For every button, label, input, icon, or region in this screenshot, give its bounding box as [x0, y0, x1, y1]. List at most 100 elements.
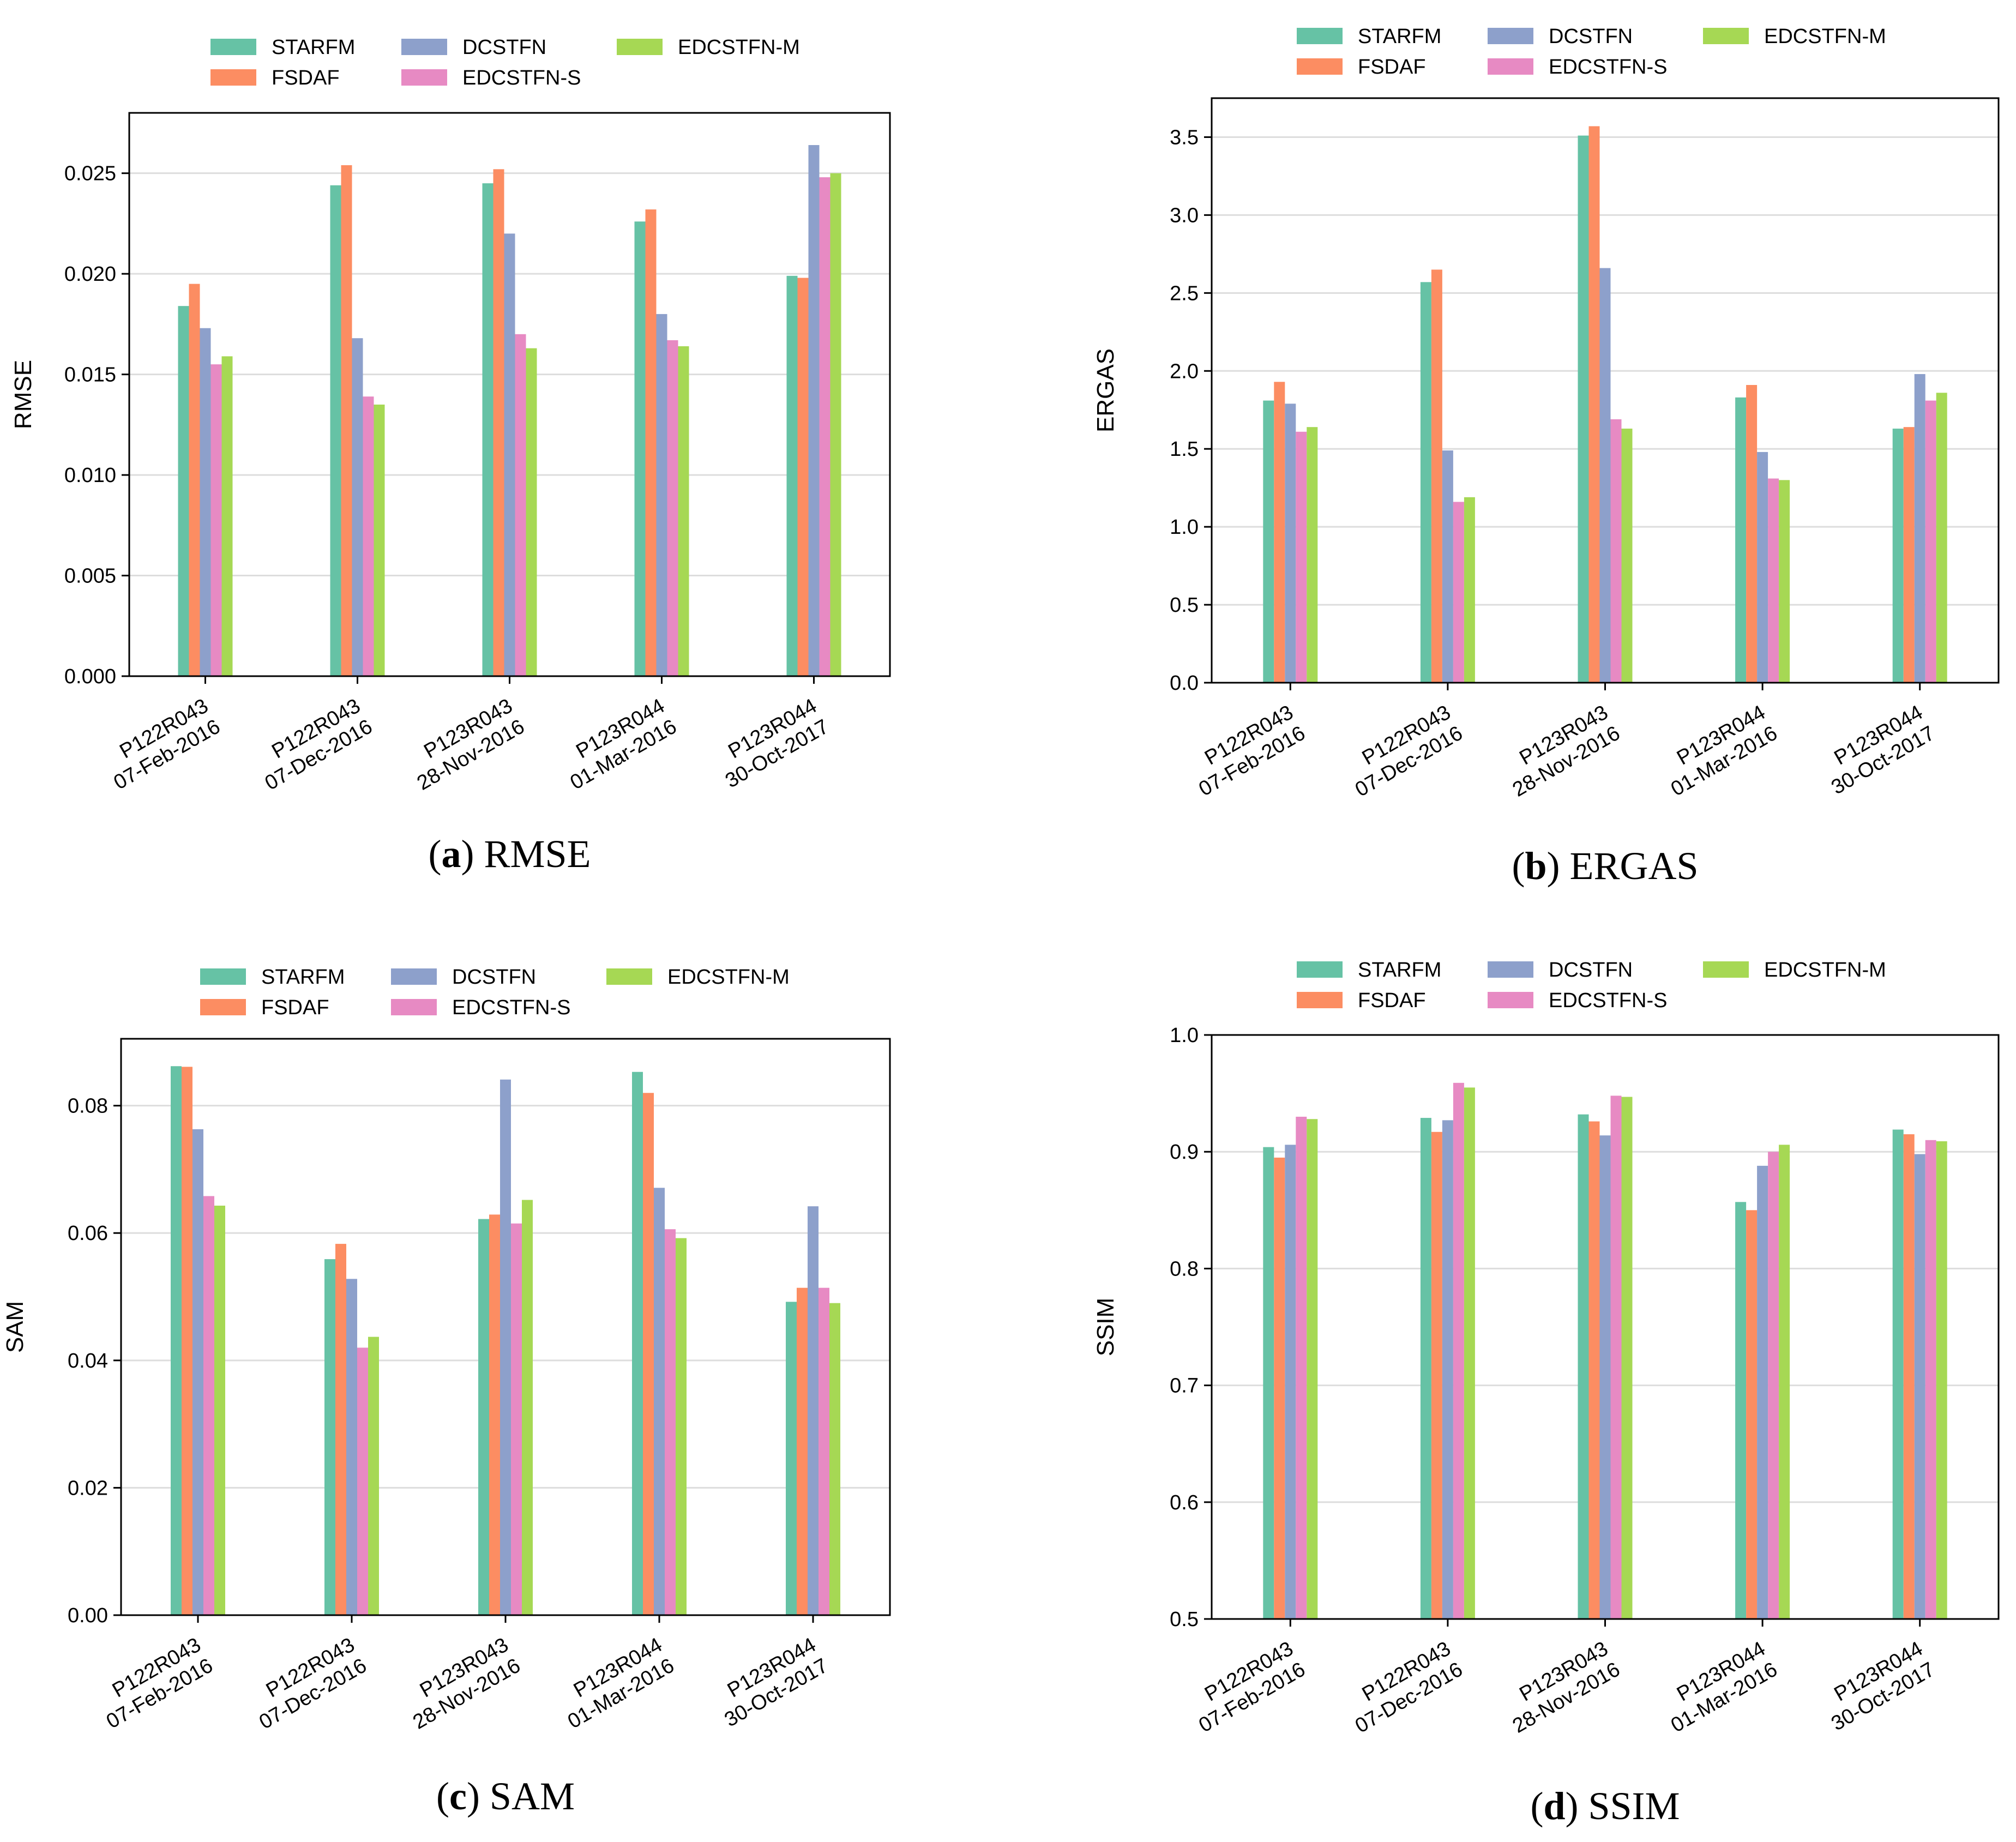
bar-edcstfn-s-3 [511, 1223, 522, 1615]
chart-panel-b: 0.0 0.5 1.0 1.5 2.0 2.5 3.0 3.5 P122R04307-Feb-2… [1092, 25, 2000, 888]
bar-edcstfn-s-2 [363, 396, 374, 676]
x-tick-label: P123R04430-Oct-2017 [709, 1633, 832, 1731]
bar-fsdaf-3 [1588, 126, 1600, 683]
x-tick-label: P123R04401-Mar-2016 [1655, 1637, 1781, 1737]
legend-swatch [1297, 28, 1343, 44]
y-tick-label: 0.000 [64, 665, 116, 688]
bar-starfm-5 [1892, 1129, 1904, 1619]
y-tick-label: 0.8 [1170, 1257, 1199, 1280]
legend-item-dcstfn: DCSTFN [401, 36, 546, 59]
legend-item-edcstfn-s: EDCSTFN-S [391, 996, 570, 1019]
y-tick-label: 2.0 [1170, 360, 1199, 383]
y-tick-label: 0.6 [1170, 1491, 1199, 1514]
legend-item-edcstfn-m: EDCSTFN-M [1703, 25, 1886, 48]
x-tick-label: P122R04307-Feb-2016 [1183, 1637, 1309, 1737]
y-tick-label: 0.0 [1170, 672, 1199, 695]
bar-fsdaf-2 [1431, 269, 1442, 683]
bar-edcstfn-s-2 [357, 1347, 368, 1615]
legend-swatch [1488, 992, 1533, 1008]
legend-swatch [200, 999, 246, 1015]
bar-dcstfn-1 [1285, 1145, 1296, 1619]
legend-label: FSDAF [1358, 989, 1426, 1012]
y-axis-label: SSIM [1092, 1298, 1119, 1357]
bar-edcstfn-m-1 [221, 356, 233, 676]
bar-starfm-4 [634, 221, 646, 676]
bar-edcstfn-m-1 [1307, 427, 1318, 683]
legend-item-edcstfn-m: EDCSTFN-M [606, 966, 790, 989]
legend-label: FSDAF [261, 996, 329, 1019]
chart-panel-c: 0.00 0.02 0.04 0.06 0.08 P122R04307-Feb-2016 P… [2, 966, 891, 1818]
bar-starfm-4 [1735, 1202, 1747, 1619]
y-tick-label: 0.5 [1170, 594, 1199, 617]
x-tick-label: P123R04430-Oct-2017 [1815, 701, 1939, 799]
bar-fsdaf-2 [1431, 1131, 1442, 1619]
legend-item-fsdaf: FSDAF [1297, 56, 1426, 79]
y-tick-label: 0.020 [64, 263, 116, 286]
bar-edcstfn-m-3 [522, 1200, 533, 1615]
bar-edcstfn-m-5 [829, 1303, 840, 1615]
legend-item-dcstfn: DCSTFN [1488, 25, 1633, 48]
panel-caption: (c) SAM [436, 1774, 575, 1818]
x-tick-label: P123R04328-Nov-2016 [1497, 1637, 1624, 1737]
bar-fsdaf-3 [493, 169, 504, 676]
bar-starfm-2 [1420, 282, 1431, 683]
bar-starfm-5 [786, 1302, 797, 1615]
legend-swatch [1297, 961, 1343, 978]
legend-item-edcstfn-s: EDCSTFN-S [1488, 989, 1667, 1012]
x-tick-label: P123R04430-Oct-2017 [1815, 1637, 1939, 1735]
bar-starfm-3 [1578, 1114, 1589, 1619]
x-tick-label: P122R04307-Dec-2016 [1339, 1637, 1466, 1737]
bar-edcstfn-m-3 [1621, 429, 1633, 683]
bar-dcstfn-2 [1442, 450, 1453, 683]
chart-panel-a: 0.000 0.005 0.010 0.015 0.020 0.025 P122R04307… [10, 36, 891, 876]
bar-edcstfn-s-4 [1768, 1152, 1779, 1619]
y-tick-label: 0.7 [1170, 1375, 1199, 1398]
bar-edcstfn-m-2 [1464, 497, 1475, 683]
legend-item-starfm: STARFM [210, 36, 355, 59]
bar-edcstfn-s-2 [1453, 502, 1464, 683]
legend-swatch [1703, 28, 1749, 44]
y-tick-label: 0.08 [68, 1095, 108, 1118]
legend-label: EDCSTFN-S [452, 996, 570, 1019]
bar-fsdaf-5 [797, 1287, 808, 1615]
bar-edcstfn-m-2 [368, 1337, 379, 1615]
legend-label: DCSTFN [452, 966, 536, 989]
legend-label: EDCSTFN-S [1549, 56, 1667, 79]
bar-edcstfn-m-3 [526, 348, 537, 676]
bar-starfm-1 [1263, 1147, 1274, 1619]
bar-fsdaf-5 [797, 278, 809, 676]
bar-edcstfn-m-1 [1307, 1119, 1318, 1619]
bar-dcstfn-2 [1442, 1120, 1453, 1619]
x-tick-label: P123R04430-Oct-2017 [709, 694, 833, 792]
bar-edcstfn-s-3 [1610, 1095, 1622, 1619]
chart-panel-d: 0.5 0.6 0.7 0.8 0.9 1.0 P122R04307-Feb-2016 P12… [1092, 959, 2000, 1828]
y-tick-label: 0.010 [64, 464, 116, 487]
bar-edcstfn-s-4 [667, 340, 678, 676]
bar-dcstfn-1 [192, 1129, 203, 1615]
legend-label: DCSTFN [1549, 959, 1633, 982]
bar-starfm-1 [178, 306, 189, 676]
bar-fsdaf-1 [189, 284, 200, 676]
bar-dcstfn-4 [1757, 452, 1768, 683]
legend-item-edcstfn-m: EDCSTFN-M [617, 36, 800, 59]
bar-edcstfn-s-3 [1610, 419, 1622, 683]
bar-starfm-4 [1735, 397, 1747, 683]
bar-fsdaf-5 [1903, 1134, 1915, 1619]
legend-item-starfm: STARFM [1297, 25, 1441, 48]
legend-item-edcstfn-s: EDCSTFN-S [1488, 56, 1667, 79]
legend-item-edcstfn-s: EDCSTFN-S [401, 67, 581, 89]
bar-edcstfn-s-1 [203, 1196, 214, 1615]
bar-dcstfn-2 [352, 338, 363, 676]
bar-fsdaf-2 [341, 165, 352, 677]
bar-edcstfn-m-5 [830, 173, 841, 676]
legend-item-starfm: STARFM [1297, 959, 1441, 982]
bar-dcstfn-2 [346, 1279, 357, 1615]
x-tick-label: P123R04328-Nov-2016 [1497, 701, 1624, 801]
legend-label: DCSTFN [1549, 25, 1633, 48]
bar-edcstfn-s-5 [1925, 400, 1936, 683]
legend-swatch [210, 39, 256, 55]
y-tick-label: 0.04 [68, 1350, 108, 1373]
bar-edcstfn-m-2 [1464, 1087, 1475, 1619]
bar-edcstfn-m-4 [676, 1238, 687, 1615]
x-tick-label: P122R04307-Dec-2016 [243, 1633, 370, 1733]
